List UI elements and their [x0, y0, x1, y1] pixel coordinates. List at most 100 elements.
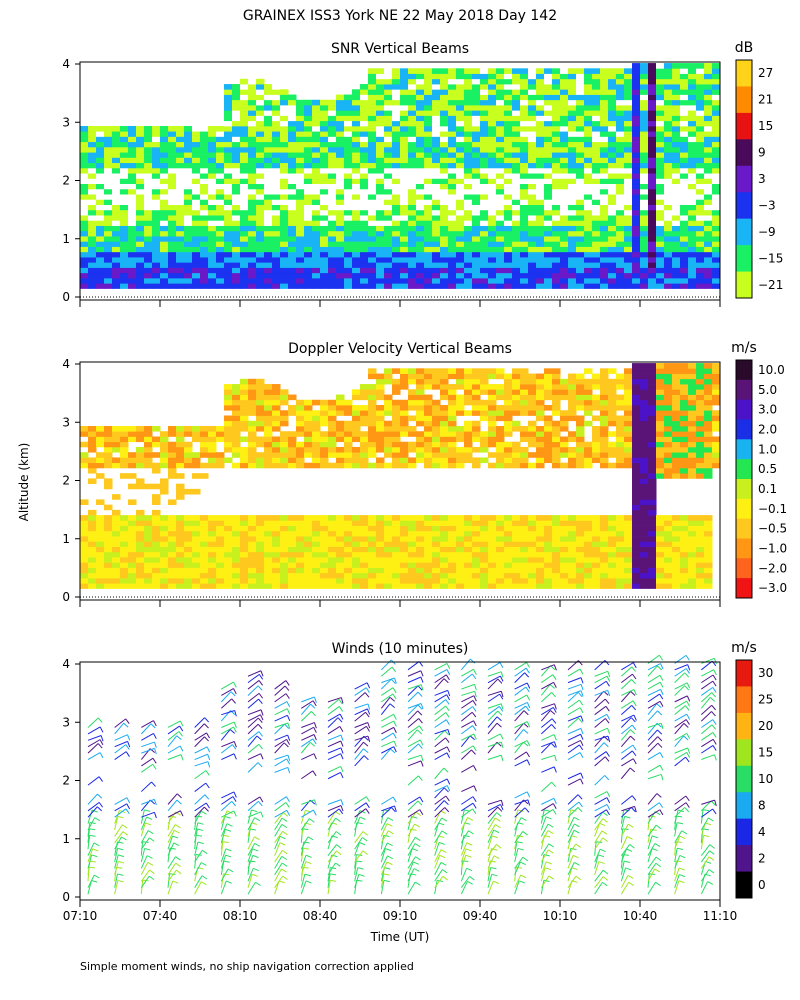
doppler-cell: [312, 541, 321, 547]
snr-cell: [448, 262, 457, 268]
doppler-cell: [256, 410, 265, 416]
doppler-cell: [112, 431, 121, 437]
snr-cell: [352, 220, 361, 226]
snr-cell: [184, 272, 193, 279]
snr-cell: [488, 173, 497, 179]
snr-cell: [216, 262, 225, 268]
snr-cell: [680, 78, 689, 85]
doppler-cell: [328, 572, 337, 579]
snr-cell: [416, 68, 425, 74]
snr-cell: [168, 173, 177, 179]
snr-cell: [88, 199, 97, 205]
doppler-cell: [168, 473, 177, 479]
snr-cell: [440, 152, 449, 158]
doppler-cell: [304, 399, 313, 406]
doppler-cell: [504, 378, 513, 385]
snr-cell: [496, 209, 505, 216]
snr-cell: [104, 199, 113, 205]
snr-cell: [264, 283, 273, 289]
doppler-cell: [296, 415, 305, 422]
snr-cell: [680, 99, 689, 106]
snr-cell: [432, 157, 441, 164]
snr-cell: [328, 220, 337, 226]
snr-cell: [264, 262, 273, 268]
snr-cell: [192, 141, 201, 148]
snr-cell: [584, 283, 593, 289]
snr-cell: [560, 152, 569, 158]
doppler-cell: [368, 551, 377, 558]
snr-cell: [432, 68, 441, 74]
snr-cell: [440, 267, 449, 274]
snr-cell: [128, 131, 137, 137]
snr-cell: [392, 68, 401, 74]
doppler-cell: [352, 541, 361, 547]
doppler-cell: [464, 410, 473, 416]
doppler-cell: [568, 525, 577, 532]
snr-cell: [104, 257, 113, 263]
doppler-cell: [440, 515, 449, 521]
snr-cell: [560, 241, 569, 247]
snr-cell: [440, 246, 449, 253]
snr-cell: [688, 225, 697, 232]
snr-cell: [368, 194, 377, 200]
snr-cell: [160, 225, 169, 232]
doppler-cell: [96, 541, 105, 547]
snr-cell: [408, 131, 417, 137]
doppler-cell: [128, 499, 137, 505]
doppler-cell: [312, 441, 321, 448]
snr-cell: [672, 141, 681, 148]
snr-cell: [616, 152, 625, 158]
doppler-cell: [608, 384, 617, 390]
doppler-cell: [168, 525, 177, 532]
snr-cell: [368, 225, 377, 232]
snr-cell: [168, 204, 177, 211]
doppler-cell: [352, 562, 361, 568]
snr-cell: [624, 136, 633, 143]
doppler-cell: [568, 399, 577, 406]
snr-cell: [640, 220, 649, 226]
snr-cell: [704, 262, 713, 268]
doppler-cell: [608, 452, 617, 458]
snr-cell: [280, 99, 289, 106]
snr-cell: [480, 230, 489, 237]
doppler-cell: [96, 546, 105, 553]
snr-cell: [96, 241, 105, 247]
snr-cell: [416, 236, 425, 242]
doppler-cell: [456, 446, 465, 453]
snr-cell: [144, 188, 153, 195]
snr-cell: [160, 230, 169, 237]
doppler-cell: [344, 515, 353, 521]
doppler-cell: [592, 399, 601, 406]
doppler-cell: [408, 515, 417, 521]
doppler-cell: [568, 541, 577, 547]
snr-cell: [688, 236, 697, 242]
snr-cell: [176, 146, 185, 153]
doppler-cell: [432, 541, 441, 547]
snr-cell: [400, 110, 409, 116]
snr-cell: [208, 230, 217, 237]
doppler-cell: [584, 410, 593, 416]
snr-cell: [680, 120, 689, 127]
snr-cell: [216, 188, 225, 195]
doppler-cell: [328, 420, 337, 427]
doppler-cell: [496, 541, 505, 547]
doppler-cell: [368, 536, 377, 542]
snr-cell: [344, 167, 353, 174]
snr-colorbar-unit: dB: [735, 40, 754, 56]
doppler-cell: [336, 394, 345, 401]
doppler-cell: [496, 436, 505, 443]
snr-cell: [464, 278, 473, 284]
snr-cell: [376, 89, 385, 95]
doppler-cell: [88, 467, 97, 474]
snr-cell: [440, 283, 449, 289]
doppler-cell: [496, 557, 505, 563]
snr-cell: [288, 272, 297, 279]
doppler-cell: [288, 562, 297, 568]
snr-cell: [360, 120, 369, 127]
snr-cell: [528, 183, 537, 190]
snr-cell: [536, 241, 545, 247]
snr-cell: [664, 78, 673, 85]
snr-cell: [352, 110, 361, 116]
snr-cell: [616, 283, 625, 289]
doppler-cell: [472, 515, 481, 521]
